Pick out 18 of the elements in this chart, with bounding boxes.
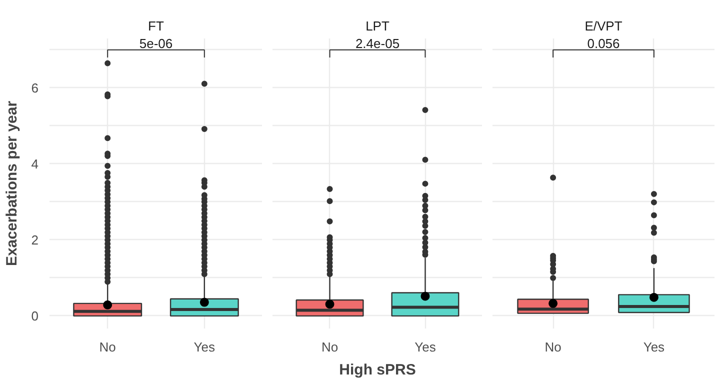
x-tick-label: No [544,340,562,354]
x-tick-label: No [321,340,338,354]
y-tick-label: 2 [31,232,39,248]
chart-title: LPT [366,18,390,34]
x-tick-label: Yes [643,340,666,354]
chart-title: FT [148,18,164,34]
x-tick-label: Yes [414,340,436,354]
x-axis-title: High sPRS [339,362,416,378]
chart-title: E/VPT [584,18,622,34]
y-tick-label: 6 [31,80,39,96]
y-tick-label: 4 [31,156,39,172]
annotation: 0.056 [587,36,620,51]
annotation: 2.4e-05 [355,36,400,51]
y-tick-label: 0 [31,308,39,324]
x-tick-label: Yes [194,340,216,354]
x-tick-label: No [99,340,116,354]
annotation: 5e-06 [139,36,173,51]
y-axis-title: Exacerbations per year [3,100,20,266]
